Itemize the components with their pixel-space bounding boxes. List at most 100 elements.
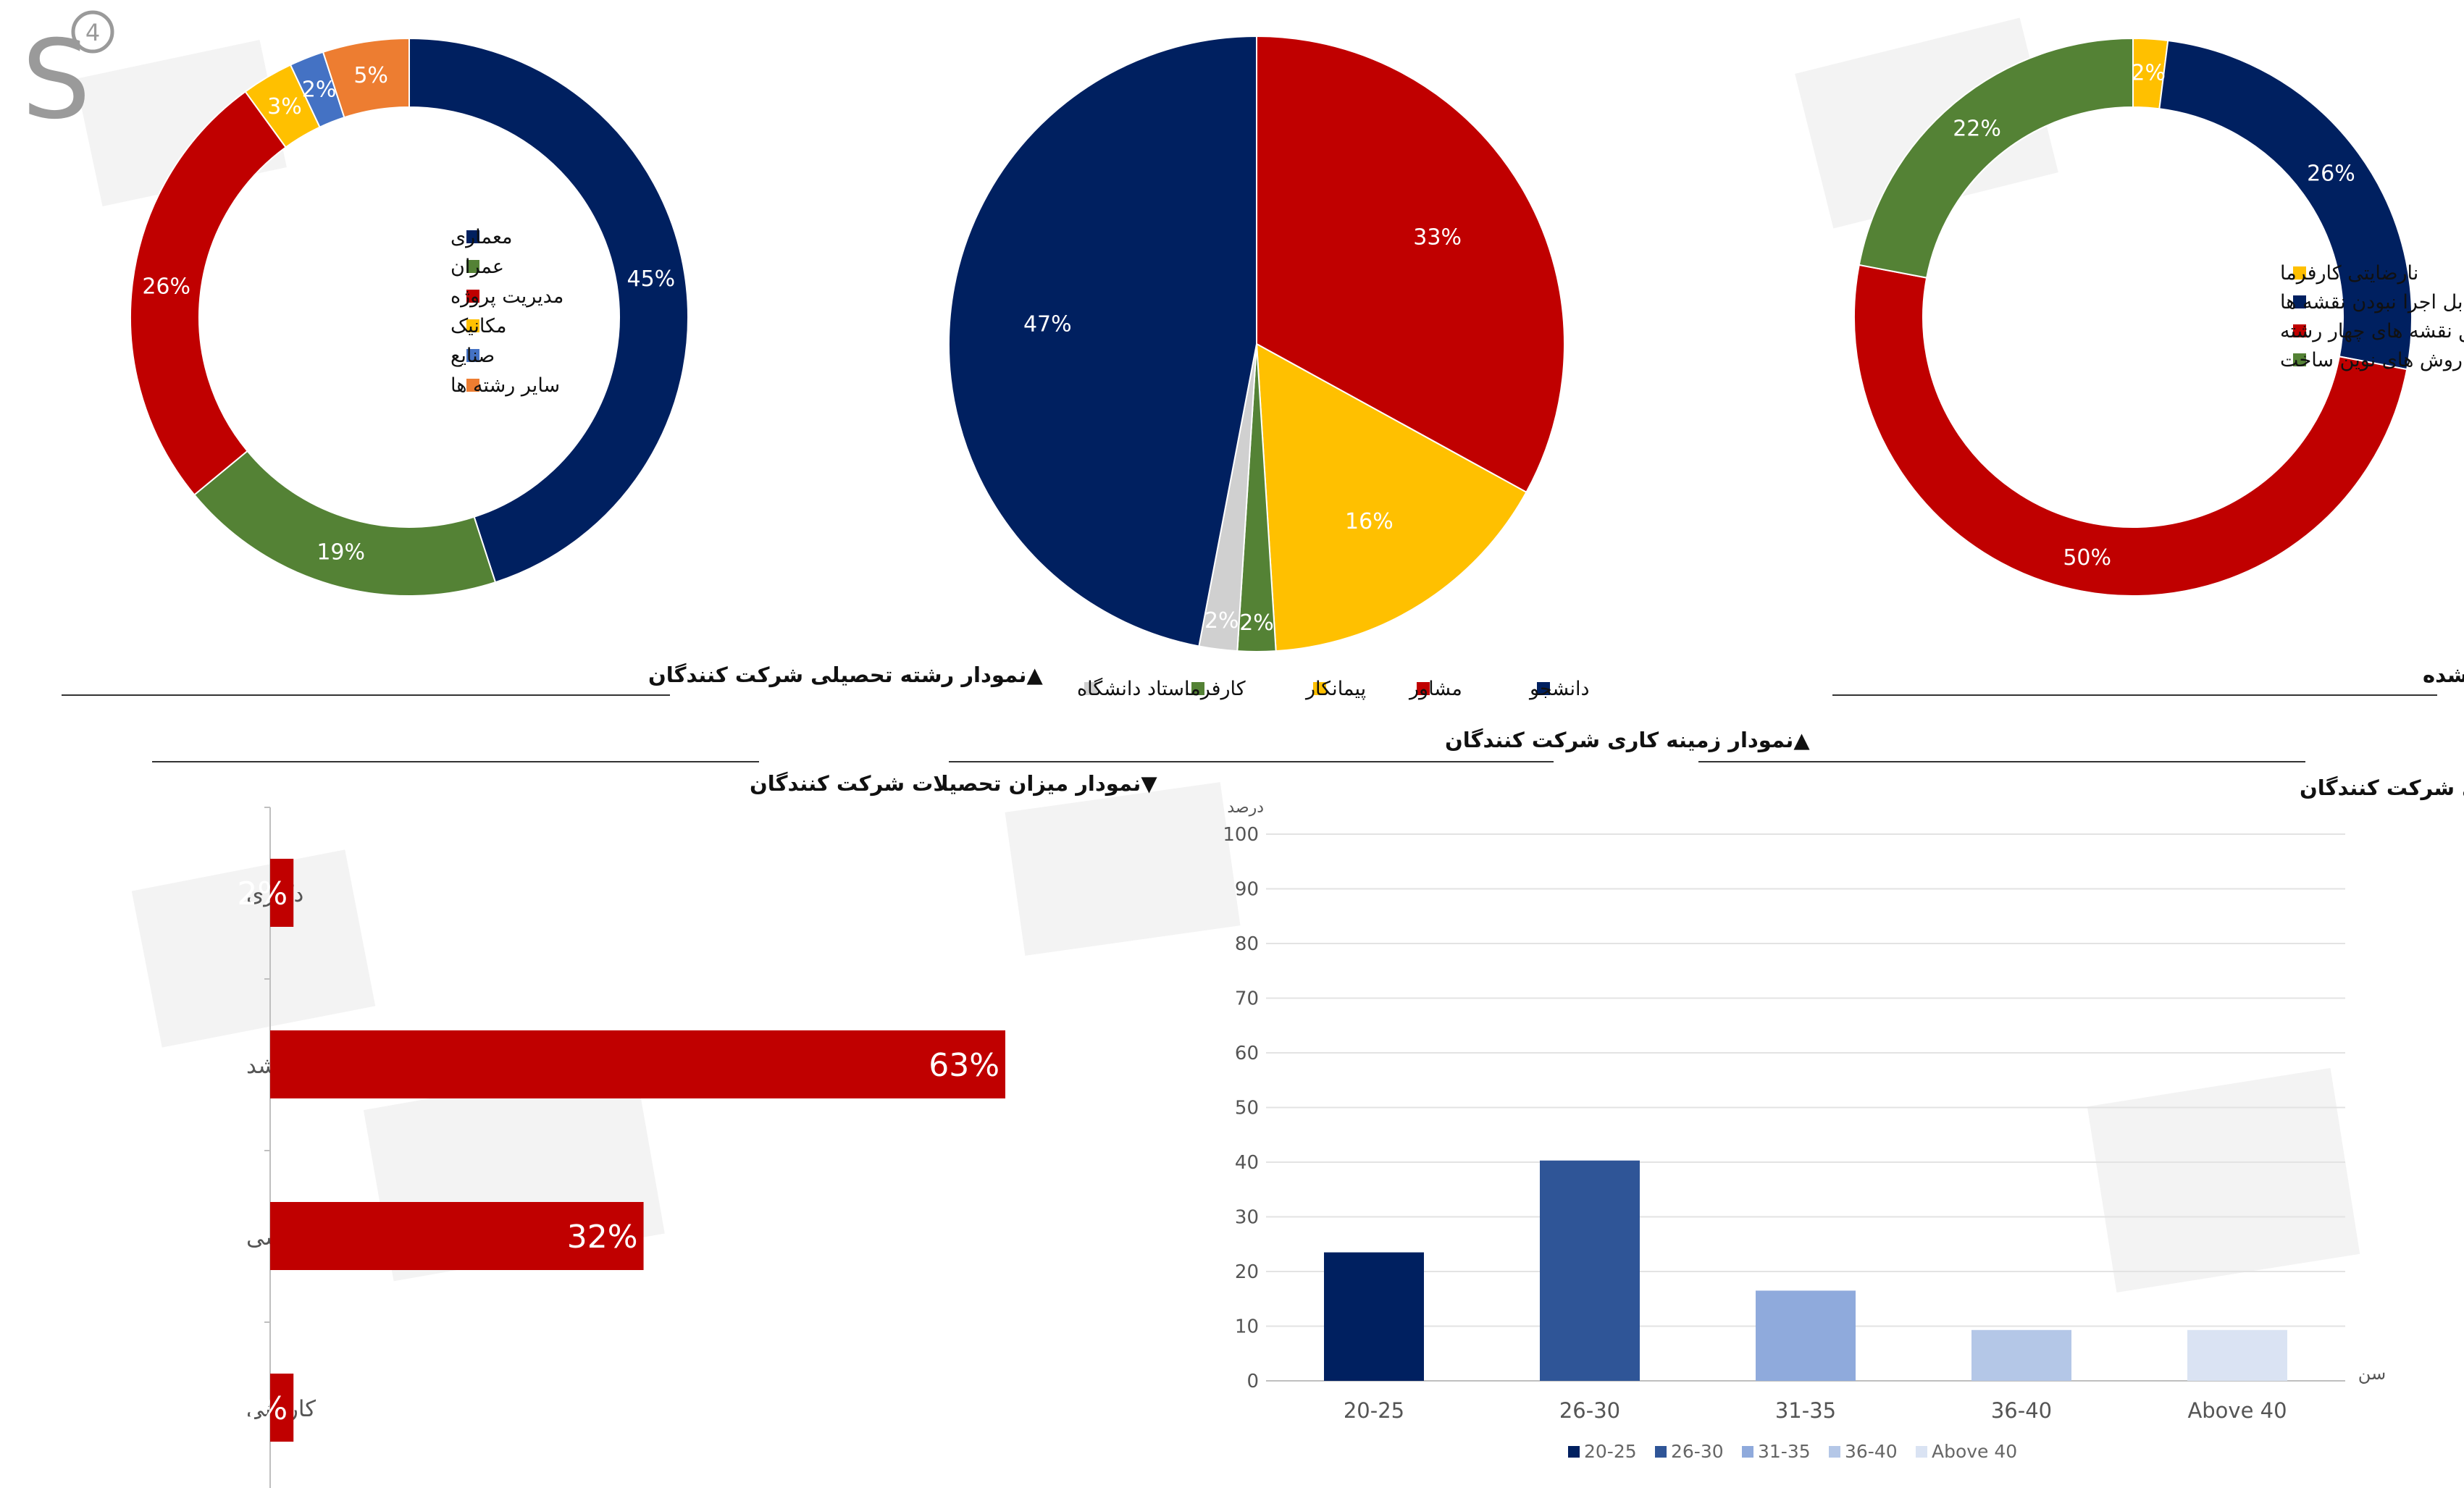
education-bar [270, 1374, 294, 1442]
bar-value-label: 63% [929, 1047, 1000, 1084]
y-tick-label: 70 [1235, 988, 1259, 1010]
legend-swatch [1655, 1446, 1667, 1458]
y-tick-label: 40 [1235, 1152, 1259, 1174]
slice-data-label: 2% [302, 77, 337, 103]
y-tick-label: 10 [1235, 1316, 1259, 1338]
slice-data-label: 22% [1953, 117, 2001, 142]
legend-swatch [1829, 1446, 1840, 1458]
legend-entry: نارضایتی کارفرما [2280, 262, 2418, 285]
bar-value-label: 32% [567, 1219, 638, 1256]
legend-entry: مشاور [1408, 678, 1462, 700]
slice-data-label: 33% [1413, 224, 1462, 250]
slice-data-label: 26% [2307, 161, 2355, 186]
chart-title-age: ▼ نمودار سنی شرکت کنندگان [2300, 775, 2464, 800]
legend-entry: کارفرما [1184, 678, 1246, 700]
legend-swatch [466, 230, 479, 243]
legend-entry: سایر رشته ها [451, 374, 560, 397]
legend-swatch [1191, 682, 1204, 695]
slice-data-label: 45% [627, 266, 675, 292]
age-bar [1756, 1290, 1856, 1381]
age-bar [1324, 1252, 1424, 1381]
legend-entry: استاد دانشگاه [1077, 677, 1190, 700]
legend-swatch [2293, 266, 2306, 279]
legend-entry: Above 40 [1932, 1441, 2017, 1462]
chart-title-reason: ▲ دلیل تفاوت نقشه های فاز یک و دو با طرح… [2423, 663, 2464, 687]
slice-data-label: 3% [267, 94, 302, 119]
pie-slice [130, 91, 287, 496]
chart-title-education: ▼ نمودار میزان تحصیلات شرکت کنندگان [750, 771, 1157, 796]
legend-swatch [1568, 1446, 1580, 1458]
pie-slice [193, 450, 497, 597]
logo: S 4 [22, 10, 114, 143]
legend-swatch [466, 379, 479, 392]
slice-data-label: 2% [1239, 610, 1274, 636]
slice-data-label: 2% [1204, 608, 1239, 634]
y-tick-label: 50 [1235, 1098, 1259, 1119]
chart-age: ▼ نمودار سنی شرکت کنندگان 0 10 20 30 40 50 60 7… [1223, 761, 2464, 1462]
legend-swatch [466, 319, 479, 332]
y-tick-label: 100 [1223, 824, 1259, 846]
slice-data-label: 26% [142, 274, 190, 300]
chart-title-work: ▲ نمودار زمینه کاری شرکت کنندگان [1445, 728, 1810, 752]
legend-entry: عدم تطابق نقشه های چهار رشته [2280, 320, 2464, 342]
chart-reason: 2% 26% 50% 22% نارضایتی کارفرما قابل اجرا نب… [1832, 37, 2464, 696]
chart-field-of-study: 45% 19% 26% 3%2% 5% معماری عمران مدیریت پروژه م… [62, 37, 1043, 696]
pie-slice [322, 37, 410, 119]
y-tick-label: 60 [1235, 1043, 1259, 1064]
education-bar [270, 1202, 644, 1270]
bar-value-label: 2% [237, 875, 288, 912]
pie-slice [408, 37, 689, 584]
chart-work-area: 33% 16% 2%2% 47% دانشجو مشاور پیمانکار کارفرما… [948, 35, 1810, 762]
pie-slice [2158, 39, 2413, 371]
chart-title-field: ▲ نمودار رشته تحصیلی شرکت کنندگان [648, 663, 1043, 687]
legend-swatch [466, 290, 479, 303]
x-tick-label: 26-30 [1559, 1398, 1620, 1423]
slice-data-label: 2% [2131, 61, 2166, 86]
legend-swatch [1537, 682, 1550, 695]
bar-value-label: 2% [237, 1390, 288, 1427]
age-bar [2187, 1329, 2287, 1381]
logo-letter: S [22, 17, 91, 143]
pie-slice [948, 35, 1257, 647]
y-tick-label: 0 [1246, 1371, 1259, 1392]
slice-data-label: 19% [317, 540, 365, 566]
legend-swatch [2293, 295, 2306, 308]
y-axis-label: درصد [1227, 799, 1264, 817]
logo-badge [71, 10, 114, 54]
pie-slice [1256, 35, 1565, 494]
legend-entry: 31-35 [1758, 1441, 1811, 1462]
legend-swatch [466, 349, 479, 362]
slice-data-label: 50% [2063, 545, 2111, 571]
legend-entry: معماری [451, 226, 513, 248]
legend-entry: پیمانکار [1304, 678, 1366, 700]
y-tick-label: 20 [1235, 1261, 1259, 1283]
education-bar [270, 1030, 1005, 1098]
legend-swatch [2293, 353, 2306, 366]
legend-entry: صنایع [451, 345, 495, 367]
x-tick-label: 36-40 [1991, 1398, 2052, 1423]
y-tick-label: 30 [1235, 1207, 1259, 1229]
age-bar [1540, 1160, 1640, 1381]
legend-swatch [1417, 682, 1430, 695]
chart-education: ▼ نمودار میزان تحصیلات شرکت کنندگان دکتر… [152, 761, 1157, 1488]
y-tick-label: 80 [1235, 933, 1259, 955]
x-axis-label: سن [2358, 1363, 2386, 1384]
pie-slice [1853, 264, 2408, 597]
y-tick-label: 90 [1235, 879, 1259, 901]
legend-entry: 26-30 [1671, 1441, 1724, 1462]
slice-data-label: 16% [1345, 509, 1394, 534]
logo-superscript: 4 [85, 19, 100, 46]
legend-swatch [1916, 1446, 1927, 1458]
pie-slice [1858, 37, 2134, 279]
legend-entry: عدم آشنایی با روش های نوین ساخت [2280, 348, 2464, 371]
slice-data-label: 47% [1023, 312, 1072, 337]
x-tick-label: 20-25 [1344, 1398, 1404, 1423]
legend-entry: 36-40 [1845, 1441, 1898, 1462]
legend-entry: عمران [451, 256, 504, 278]
x-tick-label: Above 40 [2187, 1398, 2287, 1423]
legend-swatch [1313, 682, 1326, 695]
legend-swatch [1084, 682, 1097, 695]
pie-slice [1255, 342, 1528, 652]
legend-swatch [1742, 1446, 1753, 1458]
legend-entry: مکانیک [451, 315, 506, 337]
